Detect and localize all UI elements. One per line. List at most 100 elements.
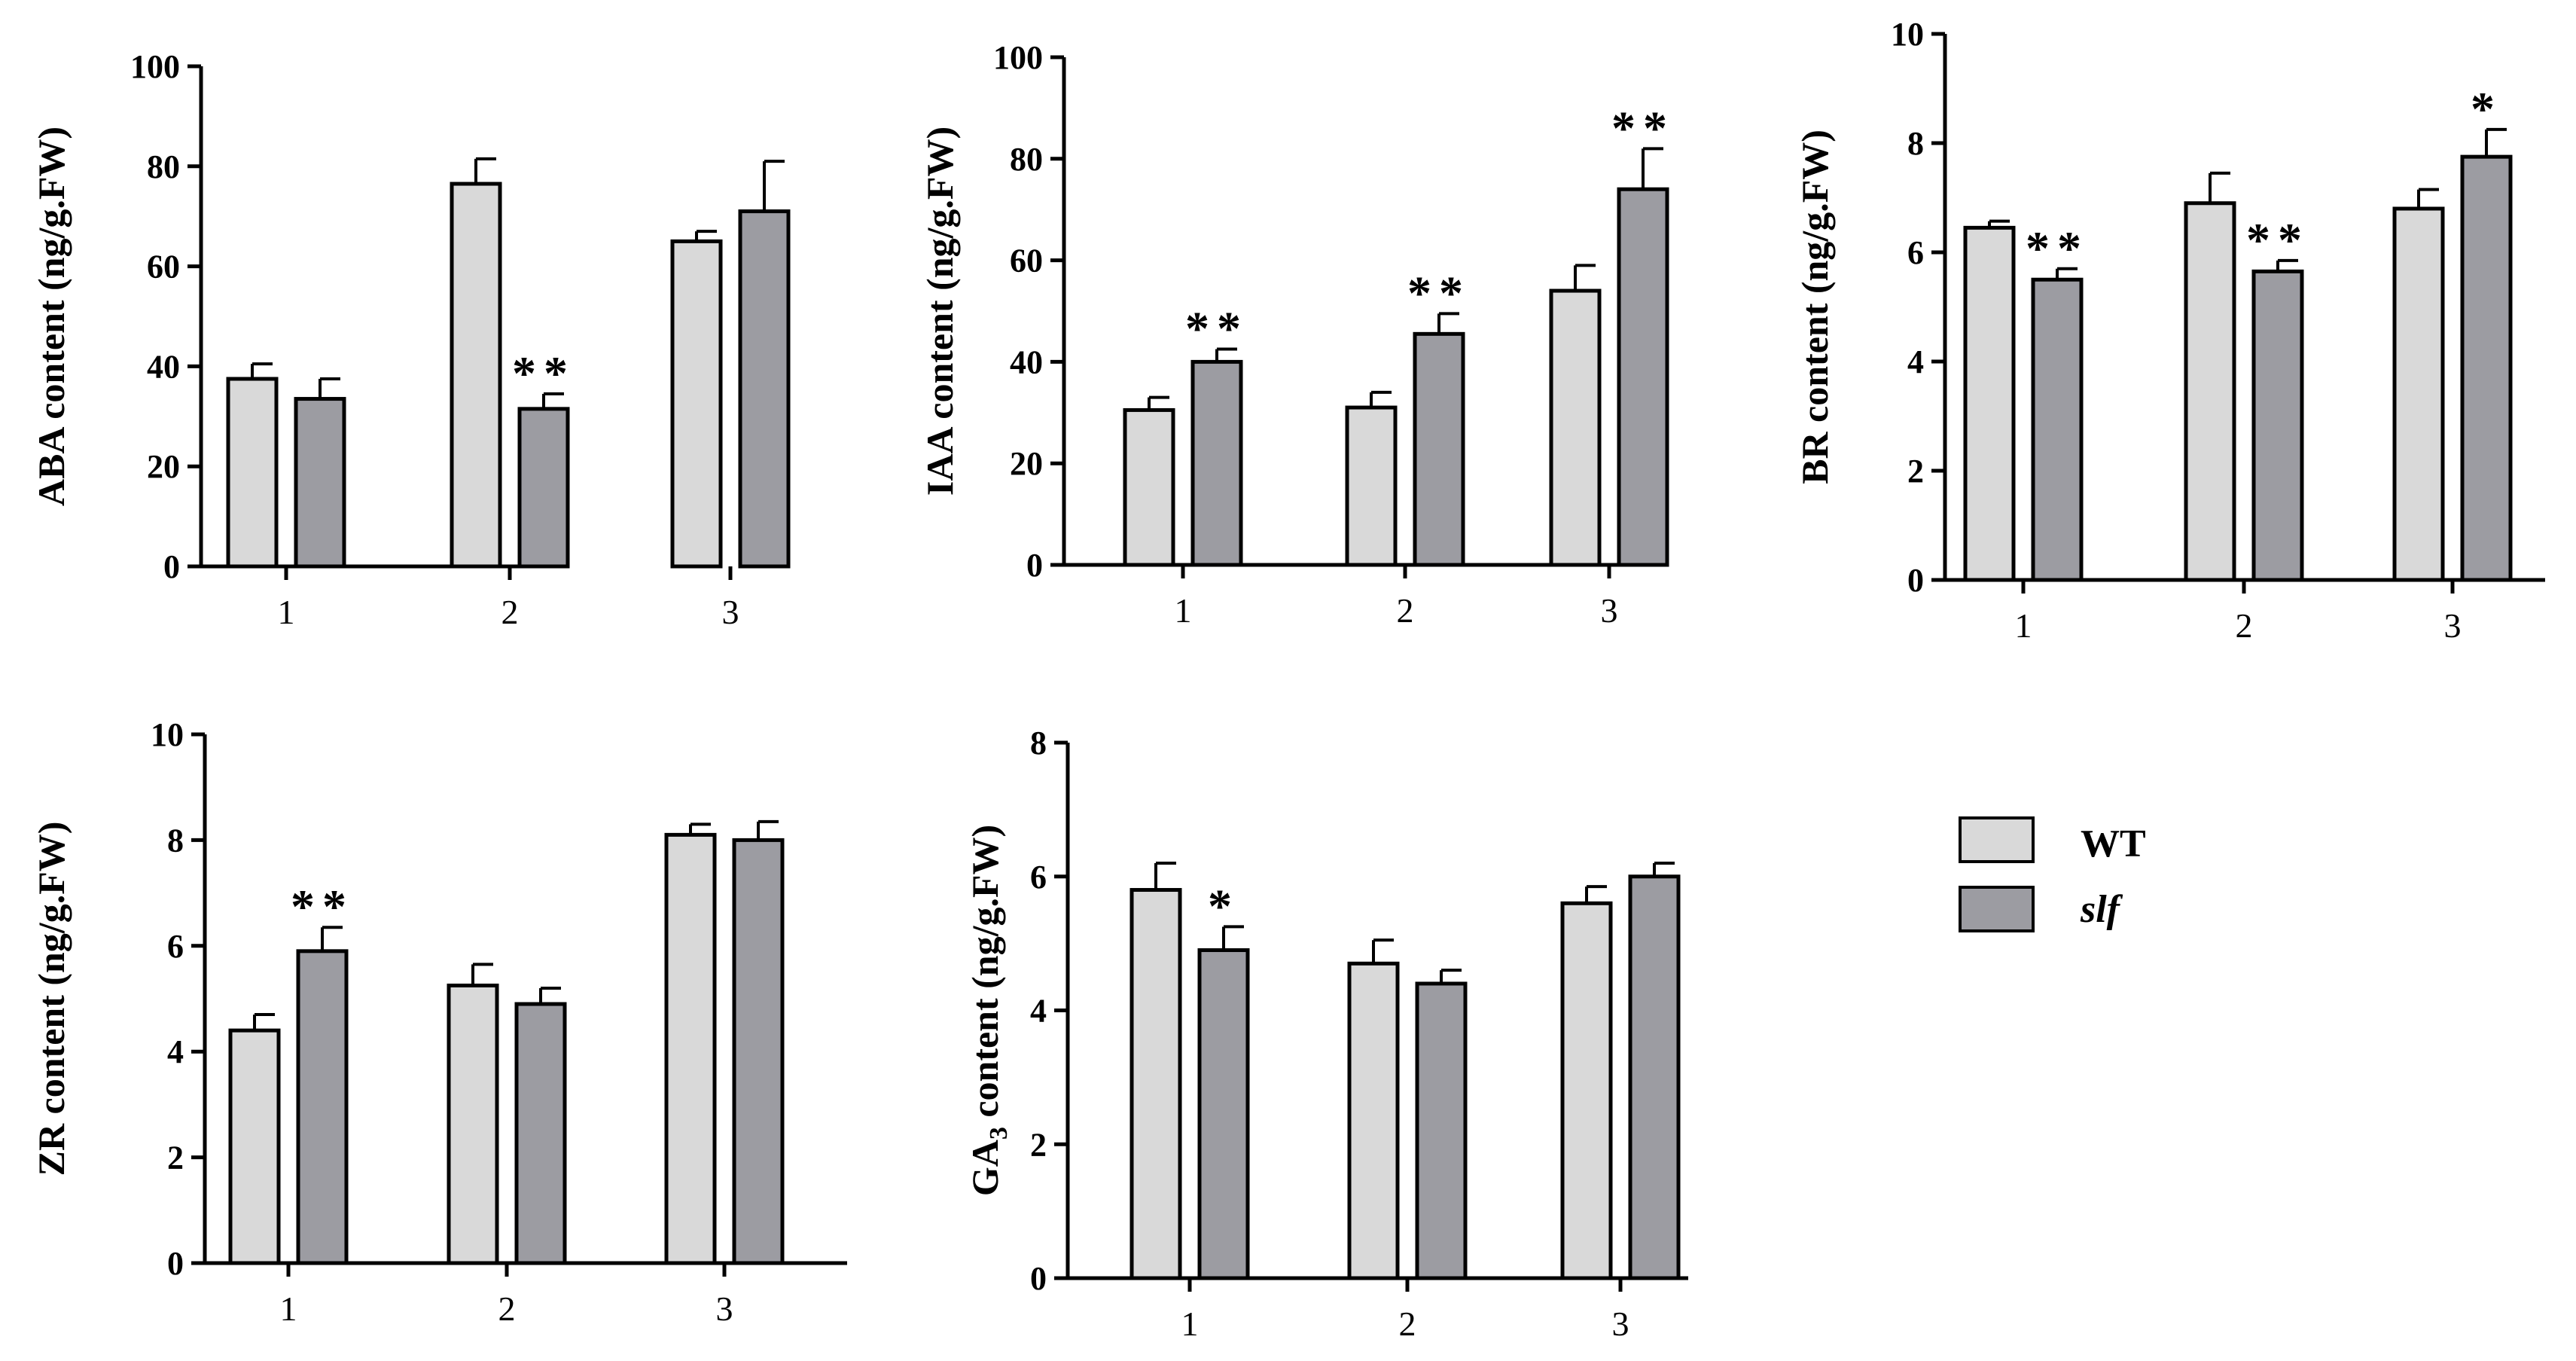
legend-item-wt: WT (1959, 816, 2146, 865)
zr-xtick-label: 2 (498, 1289, 516, 1328)
ga3-bar-wt-3 (1560, 901, 1613, 1280)
legend-swatch-wt (1959, 816, 2035, 863)
ga3-ylabel: GA3 content (ng/g.FW) (964, 825, 1013, 1196)
chart-iaa: 0 20 40 60 80 100 IAA content (ng/g.FW) 1 2 3 ** **… (919, 39, 1675, 630)
br-ytick-label: 8 (1907, 125, 1924, 162)
ga3-ytick-label: 8 (1030, 725, 1047, 761)
iaa-ytick-label: 100 (993, 39, 1043, 76)
br-ytick-label: 4 (1907, 343, 1924, 380)
ga3-bar-slf-1 (1197, 948, 1250, 1280)
ga3-ytick-label: 0 (1030, 1260, 1047, 1297)
legend-label-wt: WT (2081, 822, 2146, 865)
aba-xtick-label: 1 (278, 593, 295, 631)
legend: WT slf (1959, 816, 2146, 932)
br-bar-slf-2 (2251, 269, 2304, 582)
legend-item-slf: slf (1959, 886, 2123, 932)
br-significance: ** (2246, 213, 2309, 267)
aba-ytick-label: 80 (147, 148, 180, 185)
legend-swatch-slf (1959, 886, 2035, 932)
aba-significance: ** (512, 346, 575, 400)
zr-ytick-label: 4 (167, 1033, 184, 1070)
br-bar-wt-2 (2184, 201, 2236, 582)
ga3-bar-wt-2 (1347, 961, 1400, 1280)
zr-ylabel: ZR content (ng/g.FW) (30, 822, 72, 1176)
br-ytick-label: 0 (1907, 562, 1924, 599)
aba-xtick-label: 2 (501, 593, 519, 631)
aba-ytick-label: 60 (147, 249, 180, 285)
br-ytick-label: 2 (1907, 453, 1924, 490)
br-significance: * (2471, 82, 2502, 136)
iaa-significance: ** (1185, 302, 1248, 356)
aba-bar-slf-3 (738, 209, 791, 569)
zr-bar-wt-2 (447, 983, 499, 1265)
iaa-ytick-label: 40 (1010, 343, 1043, 380)
aba-bar-wt-2 (450, 182, 502, 569)
iaa-significance: ** (1407, 266, 1471, 319)
ga3-ytick-label: 4 (1030, 993, 1047, 1030)
aba-bar-wt-1 (226, 377, 279, 569)
aba-bar-slf-1 (294, 397, 346, 569)
iaa-bar-wt-3 (1549, 288, 1602, 567)
chart-aba: 0 20 40 60 80 100 ABA content (ng/g.FW) 1 2 3 ** (30, 48, 791, 631)
br-bar-wt-1 (1963, 225, 2016, 582)
br-ytick-label: 10 (1891, 16, 1924, 53)
ga3-ytick-label: 2 (1030, 1126, 1047, 1163)
zr-ytick-label: 2 (167, 1140, 184, 1176)
ga3-bar-slf-3 (1628, 874, 1681, 1280)
iaa-xtick-label: 2 (1397, 591, 1414, 630)
iaa-ytick-label: 20 (1010, 445, 1043, 482)
ga3-xtick-label: 1 (1181, 1305, 1199, 1343)
zr-bar-wt-3 (664, 832, 717, 1265)
ga3-ytick-label: 6 (1030, 859, 1047, 896)
aba-ytick-label: 100 (130, 48, 180, 85)
ga3-bar-slf-2 (1415, 981, 1468, 1280)
ga3-significance: * (1208, 879, 1239, 932)
zr-bar-wt-1 (228, 1028, 281, 1265)
zr-bar-slf-2 (514, 1002, 567, 1265)
iaa-bar-wt-2 (1345, 405, 1398, 567)
zr-ytick-label: 8 (167, 822, 184, 859)
aba-bar-wt-3 (670, 239, 723, 569)
legend-label-slf: slf (2080, 888, 2123, 931)
br-bar-slf-3 (2460, 154, 2513, 582)
ga3-bar-wt-1 (1129, 888, 1182, 1280)
br-ytick-label: 6 (1907, 234, 1924, 271)
chart-ga3: 0 2 4 6 8 GA3 content (ng/g.FW) 1 2 3 * (964, 725, 1688, 1343)
zr-ytick-label: 6 (167, 928, 184, 965)
br-significance: ** (2026, 221, 2089, 275)
iaa-xtick-label: 1 (1175, 591, 1192, 630)
zr-ytick-label: 0 (167, 1245, 184, 1282)
br-bar-wt-3 (2392, 206, 2445, 582)
iaa-bar-slf-3 (1617, 187, 1669, 567)
aba-ylabel: ABA content (ng/g.FW) (30, 127, 72, 506)
zr-ytick-label: 10 (151, 716, 184, 753)
iaa-ylabel: IAA content (ng/g.FW) (919, 127, 961, 496)
zr-significance: ** (291, 880, 354, 933)
iaa-ytick-label: 0 (1026, 547, 1043, 584)
iaa-bar-slf-2 (1413, 331, 1465, 567)
br-xtick-label: 2 (2236, 606, 2253, 645)
aba-ytick-label: 20 (147, 448, 180, 485)
iaa-ytick-label: 60 (1010, 243, 1043, 279)
chart-zr: 0 2 4 6 8 10 ZR content (ng/g.FW) 1 2 3 ** (30, 716, 847, 1328)
zr-xtick-label: 1 (280, 1289, 297, 1328)
zr-bar-slf-3 (732, 838, 785, 1265)
br-xtick-label: 1 (2015, 606, 2032, 645)
aba-ytick-label: 0 (163, 548, 180, 585)
iaa-ytick-label: 80 (1010, 141, 1043, 178)
ga3-xtick-label: 2 (1399, 1305, 1416, 1343)
aba-xtick-label: 3 (722, 593, 739, 631)
iaa-significance: ** (1611, 101, 1675, 154)
br-xtick-label: 3 (2444, 606, 2462, 645)
zr-bar-slf-1 (296, 949, 349, 1265)
iaa-bar-wt-1 (1123, 407, 1175, 567)
aba-ytick-label: 40 (147, 348, 180, 385)
zr-xtick-label: 3 (716, 1289, 733, 1328)
br-ylabel: BR content (ng/g.FW) (1794, 130, 1836, 484)
ga3-xtick-label: 3 (1612, 1305, 1629, 1343)
iaa-bar-slf-1 (1190, 359, 1243, 567)
aba-bar-slf-2 (517, 407, 570, 569)
br-bar-slf-1 (2031, 277, 2084, 582)
